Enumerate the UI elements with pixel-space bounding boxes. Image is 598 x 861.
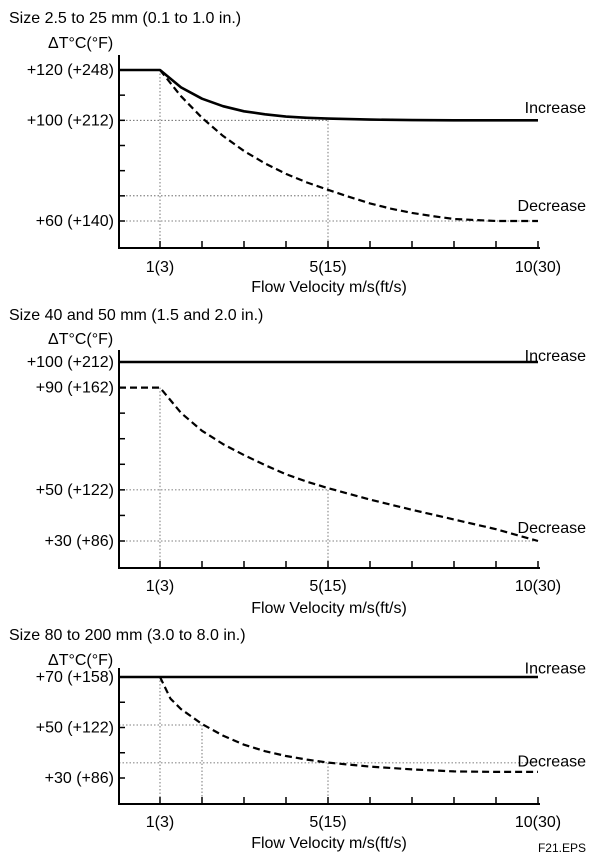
series-line-decrease: [159, 69, 538, 223]
y-tick-label: +100 (+212): [27, 354, 114, 371]
x-axis-label: Flow Velocity m/s(ft/s): [251, 600, 407, 617]
series-annotation: Increase: [525, 661, 586, 678]
y-tick-label: +30 (+86): [45, 770, 114, 787]
y-tick-label: +120 (+248): [27, 62, 114, 79]
y-tick-label: +100 (+212): [27, 112, 114, 129]
y-tick-label: +70 (+158): [36, 669, 114, 686]
series-annotation: Decrease: [518, 198, 587, 215]
chart-1: Size 2.5 to 25 mm (0.1 to 1.0 in.) ΔT°C(°…: [9, 10, 586, 296]
figure-id: F21.EPS: [538, 841, 586, 855]
x-tick-label: 5(15): [309, 578, 346, 595]
x-tick-label: 1(3): [146, 578, 174, 595]
y-axis-label: ΔT°C(°F): [48, 35, 113, 52]
y-tick-label: +30 (+86): [45, 533, 114, 550]
chart-title: Size 40 and 50 mm (1.5 and 2.0 in.): [9, 307, 263, 324]
y-tick-label: +60 (+140): [36, 213, 114, 230]
x-tick-label: 10(30): [515, 259, 561, 276]
x-tick-label: 5(15): [309, 814, 346, 831]
y-axis-label: ΔT°C(°F): [48, 331, 113, 348]
y-tick-label: +90 (+162): [36, 380, 114, 397]
x-tick-label: 10(30): [515, 814, 561, 831]
series-line-decrease: [119, 386, 539, 543]
chart-2: Size 40 and 50 mm (1.5 and 2.0 in.) ΔT°C(…: [9, 307, 586, 617]
series-annotation: Decrease: [518, 520, 587, 537]
series-annotation: Decrease: [518, 754, 587, 771]
series-line-increase: [119, 68, 538, 122]
series-annotation: Increase: [525, 100, 586, 117]
y-axis-label: ΔT°C(°F): [48, 652, 113, 669]
x-tick-label: 1(3): [146, 259, 174, 276]
y-tick-label: +50 (+122): [36, 482, 114, 499]
chart-title: Size 80 to 200 mm (3.0 to 8.0 in.): [9, 627, 246, 644]
series-annotation: Increase: [525, 348, 586, 365]
x-tick-label: 5(15): [309, 259, 346, 276]
x-axis-label: Flow Velocity m/s(ft/s): [251, 279, 407, 296]
series-line-decrease: [159, 676, 538, 774]
x-tick-label: 1(3): [146, 814, 174, 831]
y-tick-label: +50 (+122): [36, 720, 114, 737]
chart-title: Size 2.5 to 25 mm (0.1 to 1.0 in.): [9, 10, 241, 27]
x-tick-label: 10(30): [515, 578, 561, 595]
x-axis-label: Flow Velocity m/s(ft/s): [251, 835, 407, 852]
chart-3: Size 80 to 200 mm (3.0 to 8.0 in.) ΔT°C(°…: [9, 627, 586, 852]
